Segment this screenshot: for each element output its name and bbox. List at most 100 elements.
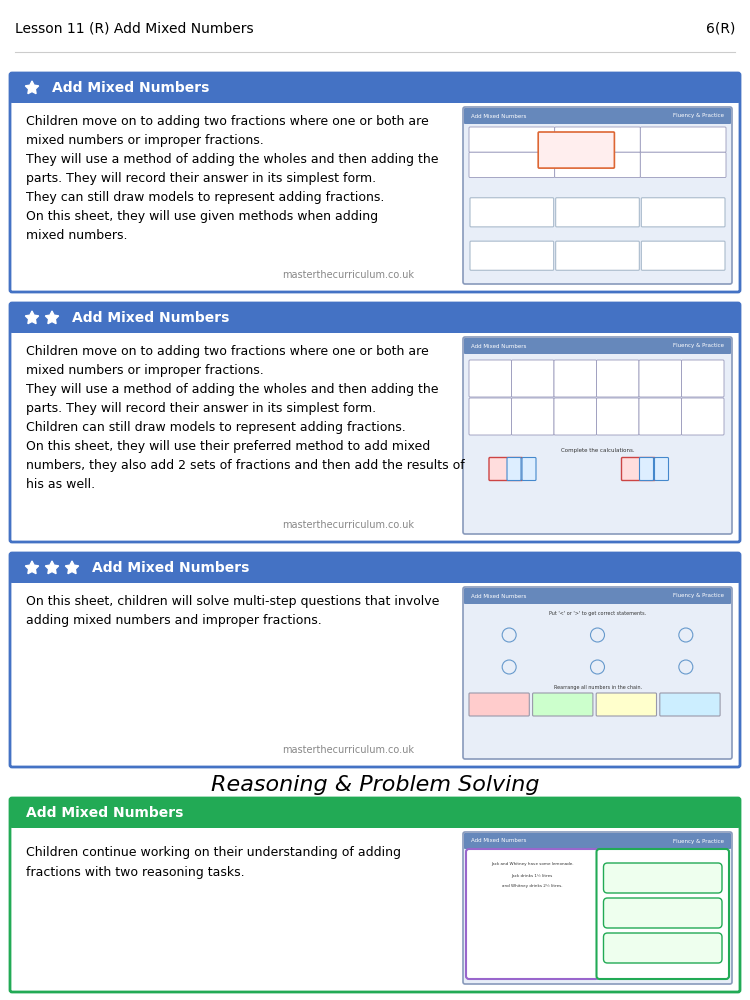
FancyBboxPatch shape	[556, 198, 639, 227]
FancyBboxPatch shape	[538, 132, 614, 168]
FancyBboxPatch shape	[463, 337, 732, 534]
Polygon shape	[45, 561, 58, 574]
FancyBboxPatch shape	[639, 398, 682, 435]
FancyBboxPatch shape	[469, 693, 530, 716]
FancyBboxPatch shape	[682, 398, 724, 435]
Text: Add Mixed Numbers: Add Mixed Numbers	[471, 593, 526, 598]
Text: Add Mixed Numbers: Add Mixed Numbers	[52, 81, 209, 95]
FancyBboxPatch shape	[641, 198, 725, 227]
FancyBboxPatch shape	[10, 798, 740, 828]
Text: Add Mixed Numbers: Add Mixed Numbers	[26, 806, 183, 820]
FancyBboxPatch shape	[640, 152, 726, 178]
Text: masterthecurriculum.co.uk: masterthecurriculum.co.uk	[282, 270, 414, 280]
FancyBboxPatch shape	[596, 849, 729, 979]
FancyBboxPatch shape	[604, 863, 722, 893]
FancyBboxPatch shape	[555, 127, 640, 152]
Text: mixed numbers or improper fractions.: mixed numbers or improper fractions.	[26, 364, 264, 377]
FancyBboxPatch shape	[596, 360, 639, 397]
FancyBboxPatch shape	[10, 798, 740, 992]
FancyBboxPatch shape	[682, 360, 724, 397]
FancyBboxPatch shape	[464, 108, 731, 124]
FancyBboxPatch shape	[604, 933, 722, 963]
Text: Add Mixed Numbers: Add Mixed Numbers	[92, 561, 249, 575]
FancyBboxPatch shape	[622, 458, 656, 481]
Text: mixed numbers.: mixed numbers.	[26, 229, 128, 242]
FancyBboxPatch shape	[660, 693, 720, 716]
Text: Add Mixed Numbers: Add Mixed Numbers	[471, 113, 526, 118]
FancyBboxPatch shape	[555, 152, 640, 178]
Text: parts. They will record their answer in its simplest form.: parts. They will record their answer in …	[26, 402, 376, 415]
FancyBboxPatch shape	[466, 849, 598, 979]
Text: numbers, they also add 2 sets of fractions and then add the results of: numbers, they also add 2 sets of fractio…	[26, 459, 465, 472]
FancyBboxPatch shape	[469, 127, 555, 152]
Polygon shape	[26, 311, 39, 324]
FancyBboxPatch shape	[463, 832, 732, 984]
Text: Complete the calculations.: Complete the calculations.	[561, 448, 634, 453]
FancyBboxPatch shape	[10, 73, 740, 292]
Text: Add Mixed Numbers: Add Mixed Numbers	[471, 344, 526, 349]
FancyBboxPatch shape	[604, 898, 722, 928]
FancyBboxPatch shape	[655, 458, 668, 481]
Text: Put '<' or '>' to get correct statements.: Put '<' or '>' to get correct statements…	[549, 611, 646, 616]
FancyBboxPatch shape	[463, 587, 732, 759]
Text: Add Mixed Numbers: Add Mixed Numbers	[72, 311, 230, 325]
FancyBboxPatch shape	[640, 127, 726, 152]
FancyBboxPatch shape	[10, 303, 740, 333]
Text: masterthecurriculum.co.uk: masterthecurriculum.co.uk	[282, 745, 414, 755]
Text: Rearrange all numbers in the chain.: Rearrange all numbers in the chain.	[554, 685, 641, 690]
FancyBboxPatch shape	[10, 303, 740, 542]
Text: Fluency & Practice: Fluency & Practice	[673, 838, 724, 844]
Text: Lesson 11 (R) Add Mixed Numbers: Lesson 11 (R) Add Mixed Numbers	[15, 22, 254, 36]
Text: They can still draw models to represent adding fractions.: They can still draw models to represent …	[26, 191, 384, 204]
Text: mixed numbers or improper fractions.: mixed numbers or improper fractions.	[26, 134, 264, 147]
FancyBboxPatch shape	[641, 241, 725, 270]
Polygon shape	[65, 561, 79, 574]
FancyBboxPatch shape	[532, 693, 593, 716]
FancyBboxPatch shape	[556, 241, 639, 270]
Text: Fluency & Practice: Fluency & Practice	[673, 593, 724, 598]
FancyBboxPatch shape	[464, 833, 731, 849]
Text: They will use a method of adding the wholes and then adding the: They will use a method of adding the who…	[26, 383, 439, 396]
FancyBboxPatch shape	[469, 360, 512, 397]
FancyBboxPatch shape	[639, 360, 682, 397]
FancyBboxPatch shape	[489, 458, 523, 481]
Text: Children move on to adding two fractions where one or both are: Children move on to adding two fractions…	[26, 345, 429, 358]
FancyBboxPatch shape	[10, 73, 740, 103]
Text: Jack drinks 1½ litres: Jack drinks 1½ litres	[512, 874, 553, 878]
FancyBboxPatch shape	[554, 398, 596, 435]
FancyBboxPatch shape	[10, 553, 740, 767]
Text: Reasoning & Problem Solving: Reasoning & Problem Solving	[211, 775, 539, 795]
FancyBboxPatch shape	[10, 553, 740, 583]
Polygon shape	[26, 81, 39, 94]
FancyBboxPatch shape	[640, 458, 653, 481]
Text: his as well.: his as well.	[26, 478, 95, 491]
Text: They will use a method of adding the wholes and then adding the: They will use a method of adding the who…	[26, 153, 439, 166]
FancyBboxPatch shape	[507, 458, 521, 481]
Text: Children continue working on their understanding of adding: Children continue working on their under…	[26, 846, 401, 859]
Text: fractions with two reasoning tasks.: fractions with two reasoning tasks.	[26, 866, 245, 879]
Text: Fluency & Practice: Fluency & Practice	[673, 113, 724, 118]
Text: Children move on to adding two fractions where one or both are: Children move on to adding two fractions…	[26, 115, 429, 128]
Text: On this sheet, they will use given methods when adding: On this sheet, they will use given metho…	[26, 210, 378, 223]
FancyBboxPatch shape	[512, 360, 554, 397]
FancyBboxPatch shape	[463, 107, 732, 284]
FancyBboxPatch shape	[596, 693, 656, 716]
FancyBboxPatch shape	[464, 338, 731, 354]
Text: parts. They will record their answer in its simplest form.: parts. They will record their answer in …	[26, 172, 376, 185]
Text: On this sheet, children will solve multi-step questions that involve: On this sheet, children will solve multi…	[26, 595, 439, 608]
FancyBboxPatch shape	[469, 398, 512, 435]
Text: and Whitney drinks 2½ litres.: and Whitney drinks 2½ litres.	[502, 884, 562, 888]
Text: Fluency & Practice: Fluency & Practice	[673, 344, 724, 349]
FancyBboxPatch shape	[469, 152, 555, 178]
Text: 6(R): 6(R)	[706, 22, 735, 36]
FancyBboxPatch shape	[522, 458, 536, 481]
FancyBboxPatch shape	[464, 588, 731, 604]
Text: adding mixed numbers and improper fractions.: adding mixed numbers and improper fracti…	[26, 614, 322, 627]
FancyBboxPatch shape	[470, 241, 554, 270]
Text: masterthecurriculum.co.uk: masterthecurriculum.co.uk	[282, 520, 414, 530]
FancyBboxPatch shape	[470, 198, 554, 227]
FancyBboxPatch shape	[554, 360, 596, 397]
Text: On this sheet, they will use their preferred method to add mixed: On this sheet, they will use their prefe…	[26, 440, 430, 453]
Text: Jack and Whitney have some lemonade.: Jack and Whitney have some lemonade.	[491, 862, 574, 866]
FancyBboxPatch shape	[596, 398, 639, 435]
